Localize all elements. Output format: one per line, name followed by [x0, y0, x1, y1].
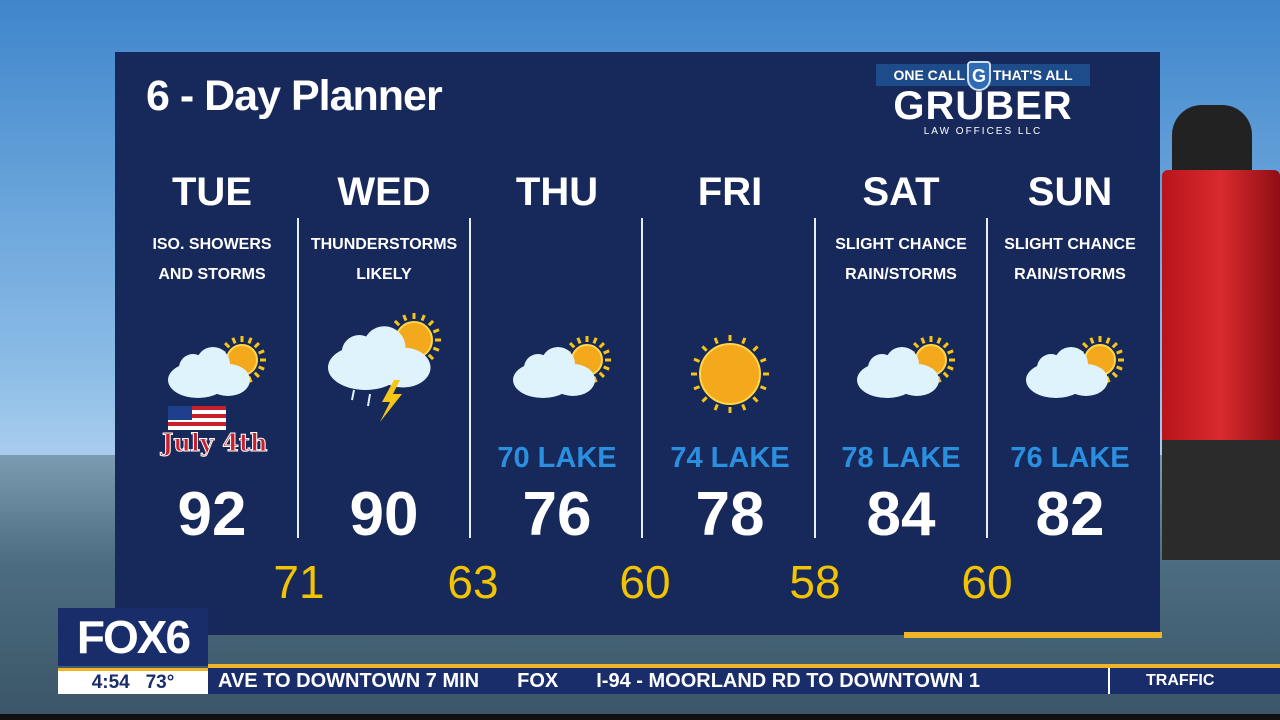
day-column-fri: FRI 74 LAKE 78 — [644, 170, 816, 548]
day-column-sun: SUN SLIGHT CHANCE RAIN/STORMS 76 LAKE 82 — [984, 170, 1156, 548]
day-column-sat: SAT SLIGHT CHANCE RAIN/STORMS 78 LAKE 84 — [815, 170, 987, 548]
divider — [469, 218, 471, 538]
thunderstorm-icon — [328, 313, 441, 422]
condition-text — [644, 230, 816, 290]
lighthouse — [1162, 170, 1280, 460]
lake-temp: 76 LAKE — [1010, 442, 1130, 474]
condition-text: SLIGHT CHANCE RAIN/STORMS — [984, 230, 1156, 290]
flag-icon — [168, 406, 226, 430]
shield-icon: G — [967, 61, 991, 92]
condition-text: ISO. SHOWERS AND STORMS — [126, 230, 298, 290]
accent-bar — [904, 632, 1162, 638]
fox6-logo: FOX6 — [58, 608, 208, 666]
forecast-panel — [115, 52, 1160, 635]
ticker-section-label: TRAFFIC — [1108, 668, 1280, 694]
low-temp: 60 — [619, 556, 671, 608]
low-temp: 71 — [273, 556, 325, 608]
current-temp: 73° — [145, 672, 175, 693]
condition-text — [471, 230, 643, 290]
day-name: FRI — [697, 170, 763, 214]
partly-cloudy-icon — [857, 336, 955, 398]
sponsor-tagline: THAT'S ALL — [993, 67, 1073, 83]
condition-line: ISO. SHOWERS — [152, 236, 272, 253]
day-name: THU — [515, 170, 599, 214]
ticker-item: AVE TO DOWNTOWN 7 MIN — [218, 670, 480, 692]
pier — [1162, 440, 1280, 560]
divider — [986, 218, 988, 538]
day-name: SUN — [1027, 170, 1113, 214]
day-name: SAT — [862, 170, 940, 214]
high-temp: 82 — [1035, 480, 1105, 549]
condition-text: THUNDERSTORMS LIKELY — [298, 230, 470, 290]
page-title: 6 - Day Planner — [146, 72, 443, 120]
high-temp: 92 — [177, 480, 247, 549]
bottom-border — [0, 714, 1280, 720]
news-ticker: AVE TO DOWNTOWN 7 MIN FOX I-94 - MOORLAND … — [208, 668, 1108, 694]
high-temp: 78 — [695, 480, 765, 549]
partly-cloudy-icon — [1026, 336, 1124, 398]
lake-temp: 70 LAKE — [497, 442, 617, 474]
sponsor-tagline: ONE CALL — [893, 67, 965, 83]
time-temp: 4:54 73° — [58, 668, 208, 694]
july-4th-badge: July 4th — [152, 406, 272, 456]
divider — [814, 218, 816, 538]
sponsor-name: GRUBER — [893, 84, 1073, 129]
sunny-icon — [691, 335, 769, 413]
day-name: WED — [337, 170, 431, 214]
divider — [297, 218, 299, 538]
lake-temp: 74 LAKE — [670, 442, 790, 474]
condition-line: RAIN/STORMS — [1014, 266, 1126, 283]
lighthouse-lantern — [1172, 105, 1252, 175]
badge-text: July 4th — [162, 428, 268, 457]
clock: 4:54 — [91, 672, 130, 693]
low-temp: 63 — [447, 556, 499, 608]
condition-line: THUNDERSTORMS — [310, 236, 458, 253]
low-temp: 58 — [789, 556, 841, 608]
ticker-accent — [208, 664, 1280, 668]
sponsor-logo: ONE CALL G THAT'S ALL GRUBER LAW OFFICES L… — [876, 61, 1090, 138]
low-temp: 60 — [961, 556, 1013, 608]
high-temp: 76 — [522, 480, 592, 549]
lake-temp: 78 LAKE — [841, 442, 961, 474]
high-temp: 84 — [866, 480, 936, 549]
day-column-wed: WED THUNDERSTORMS LIKELY 90 — [298, 170, 470, 548]
condition-line: LIKELY — [356, 266, 412, 283]
high-temp: 90 — [349, 480, 419, 549]
day-column-thu: THU 70 LAKE 76 — [471, 170, 643, 548]
divider — [641, 218, 643, 538]
condition-line: SLIGHT CHANCE — [835, 236, 967, 253]
condition-line: AND STORMS — [158, 266, 266, 283]
condition-line: RAIN/STORMS — [845, 266, 957, 283]
partly-cloudy-icon — [513, 336, 611, 398]
fox-ticker-logo: FOX — [517, 670, 559, 692]
ticker-item: I-94 - MOORLAND RD TO DOWNTOWN 1 — [596, 670, 980, 692]
partly-cloudy-icon — [168, 336, 266, 398]
condition-line: SLIGHT CHANCE — [1004, 236, 1136, 253]
day-column-tue: TUE ISO. SHOWERS AND STORMS July 4th 92 — [126, 170, 298, 548]
condition-text: SLIGHT CHANCE RAIN/STORMS — [815, 230, 987, 290]
sponsor-sub: LAW OFFICES LLC — [923, 126, 1043, 138]
day-name: TUE — [172, 170, 252, 214]
